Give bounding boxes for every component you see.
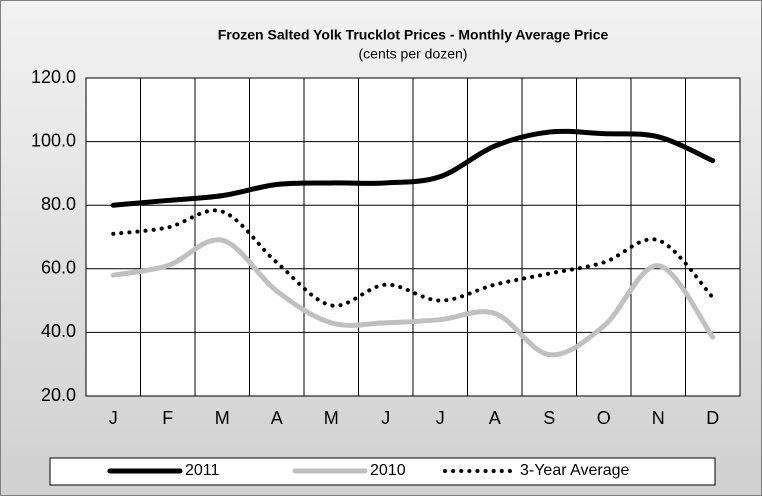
y-tick-label: 40.0	[41, 321, 76, 341]
legend-label: 2010	[370, 462, 406, 479]
legend-label: 2011	[185, 462, 220, 479]
y-tick-label: 100.0	[31, 130, 76, 150]
x-tick-label: J	[381, 408, 390, 428]
y-tick-label: 80.0	[41, 194, 76, 214]
x-tick-label: M	[215, 408, 230, 428]
y-tick-label: 120.0	[31, 67, 76, 87]
chart-subtitle: (cents per dozen)	[359, 46, 468, 62]
series-line	[110, 237, 716, 358]
x-tick-label: A	[489, 408, 501, 428]
x-tick-label: A	[271, 408, 283, 428]
x-tick-label: D	[706, 408, 719, 428]
series-line	[110, 128, 716, 208]
y-tick-label: 20.0	[41, 385, 76, 405]
chart-title: Frozen Salted Yolk Trucklot Prices - Mon…	[218, 27, 609, 43]
series-line	[111, 208, 715, 308]
y-tick-label: 60.0	[41, 258, 76, 278]
x-tick-label: J	[436, 408, 445, 428]
x-tick-label: M	[324, 408, 339, 428]
x-tick-label: S	[543, 408, 555, 428]
x-tick-label: N	[652, 408, 665, 428]
x-tick-label: J	[109, 408, 118, 428]
x-tick-label: O	[597, 408, 611, 428]
x-tick-label: F	[162, 408, 173, 428]
legend-label: 3-Year Average	[520, 462, 630, 479]
